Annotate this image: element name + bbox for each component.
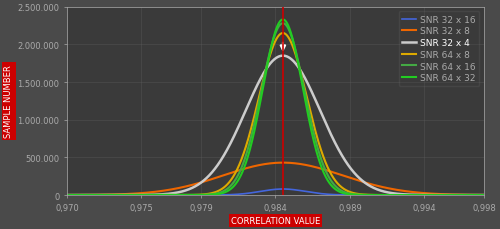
SNR 32 x 16 [112, 194, 117, 196]
SNR 32 x 4 [224, 149, 230, 152]
SNR 64 x 8 [64, 194, 70, 196]
SNR 64 x 32 [473, 194, 479, 196]
Y-axis label: SAMPLE NUMBER: SAMPLE NUMBER [4, 65, 13, 138]
Legend: SNR 32 x 16, SNR 32 x 8, SNR 32 x 4, SNR 64 x 8, SNR 64 x 16, SNR 64 x 32: SNR 32 x 16, SNR 32 x 8, SNR 32 x 4, SNR… [398, 12, 479, 87]
SNR 64 x 32 [481, 194, 487, 196]
SNR 64 x 32 [428, 194, 434, 196]
SNR 64 x 8 [428, 194, 434, 196]
SNR 64 x 16 [64, 194, 70, 196]
SNR 64 x 8 [280, 33, 286, 35]
Line: SNR 32 x 4: SNR 32 x 4 [67, 56, 484, 195]
SNR 32 x 4 [64, 194, 70, 196]
SNR 32 x 8 [64, 194, 70, 196]
SNR 32 x 16 [428, 194, 434, 196]
SNR 32 x 4 [481, 194, 487, 196]
SNR 32 x 8 [428, 192, 434, 195]
SNR 64 x 16 [481, 194, 487, 196]
SNR 32 x 8 [473, 194, 479, 196]
Line: SNR 64 x 16: SNR 64 x 16 [67, 24, 484, 195]
SNR 32 x 4 [136, 194, 142, 196]
SNR 32 x 16 [64, 194, 70, 196]
Line: SNR 64 x 8: SNR 64 x 8 [67, 34, 484, 195]
SNR 32 x 16 [280, 188, 286, 191]
SNR 32 x 8 [280, 161, 286, 164]
SNR 32 x 4 [242, 111, 248, 114]
SNR 64 x 8 [481, 194, 487, 196]
SNR 64 x 16 [473, 194, 479, 196]
SNR 32 x 8 [136, 192, 142, 195]
SNR 64 x 16 [136, 194, 142, 196]
SNR 64 x 16 [224, 188, 230, 191]
SNR 64 x 32 [280, 19, 286, 22]
SNR 32 x 16 [481, 194, 487, 196]
SNR 32 x 4 [280, 55, 286, 58]
SNR 64 x 8 [242, 148, 248, 151]
SNR 32 x 4 [112, 194, 117, 196]
SNR 64 x 32 [136, 194, 142, 196]
SNR 64 x 32 [112, 194, 117, 196]
SNR 32 x 16 [224, 194, 230, 196]
SNR 64 x 16 [280, 23, 286, 25]
SNR 64 x 8 [224, 184, 230, 186]
SNR 64 x 8 [112, 194, 117, 196]
SNR 32 x 16 [473, 194, 479, 196]
SNR 64 x 16 [112, 194, 117, 196]
X-axis label: CORRELATION VALUE: CORRELATION VALUE [231, 216, 320, 225]
SNR 64 x 32 [64, 194, 70, 196]
SNR 32 x 16 [242, 192, 248, 195]
Line: SNR 32 x 8: SNR 32 x 8 [67, 163, 484, 195]
SNR 32 x 16 [136, 194, 142, 196]
SNR 64 x 8 [473, 194, 479, 196]
Line: SNR 32 x 16: SNR 32 x 16 [67, 189, 484, 195]
Line: SNR 64 x 32: SNR 64 x 32 [67, 20, 484, 195]
SNR 64 x 8 [136, 194, 142, 196]
SNR 32 x 4 [428, 194, 434, 196]
SNR 32 x 8 [112, 193, 117, 196]
SNR 64 x 16 [428, 194, 434, 196]
SNR 64 x 32 [242, 164, 248, 167]
SNR 64 x 16 [242, 157, 248, 160]
SNR 32 x 8 [224, 173, 230, 176]
SNR 32 x 4 [473, 194, 479, 196]
SNR 32 x 8 [481, 194, 487, 196]
SNR 32 x 8 [242, 167, 248, 170]
SNR 64 x 32 [224, 190, 230, 193]
